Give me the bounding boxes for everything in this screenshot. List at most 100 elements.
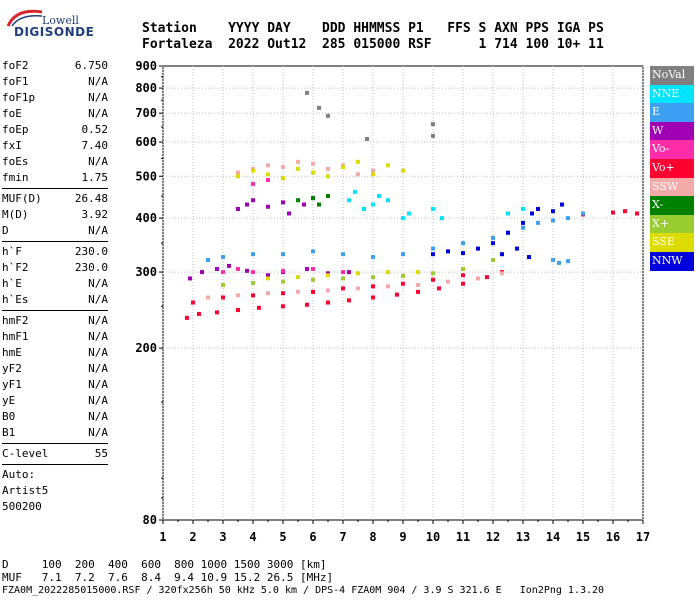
data-point-ssw: [386, 284, 390, 289]
y-tick-label: 200: [135, 341, 157, 355]
data-point-sse: [251, 168, 255, 173]
param-row: h`F2 230.0: [2, 260, 108, 276]
footer-file-info: FZA0M_2022285015000.RSF / 320fx256h 50 k…: [2, 585, 605, 596]
legend-item-nnw: NNW: [650, 251, 694, 271]
param-row: foEs N/A: [2, 154, 108, 170]
autoscaling-line1: Auto:: [2, 468, 36, 481]
param-value: N/A: [88, 107, 108, 120]
data-point-nnw: [530, 211, 534, 216]
y-tick-label: 500: [135, 169, 157, 183]
data-point-e: [536, 220, 540, 225]
param-divider: [2, 443, 108, 444]
legend-item-x-: X-: [650, 196, 694, 215]
param-row: yE N/A: [2, 393, 108, 409]
param-label: foF1: [2, 75, 29, 88]
data-point-vo-: [371, 284, 375, 289]
legend-item-x-: X+: [650, 214, 694, 234]
data-point-ssw: [446, 279, 450, 284]
data-point-x-: [341, 276, 345, 281]
param-row: fmin 1.75: [2, 170, 108, 186]
data-point-x-: [491, 257, 495, 262]
data-point-nnw: [536, 206, 540, 211]
x-tick-label: 2: [189, 530, 196, 544]
data-point-sse: [386, 270, 390, 275]
x-tick-label: 15: [576, 530, 590, 544]
data-point-e: [566, 259, 570, 264]
data-point-vo-: [623, 209, 627, 214]
clevel-value: 55: [94, 447, 108, 460]
data-point-e: [251, 252, 255, 257]
data-point-nnw: [446, 249, 450, 254]
data-point-nne: [377, 194, 381, 199]
data-point-nnw: [491, 241, 495, 246]
x-tick-label: 14: [546, 530, 560, 544]
data-point-nnw: [506, 230, 510, 235]
data-point-e: [557, 260, 561, 265]
data-point-x-: [311, 196, 315, 201]
param-value: N/A: [88, 410, 108, 423]
data-point-vo-: [221, 295, 225, 300]
data-point-vo-: [251, 270, 255, 275]
header-columns: Station YYYY DAY DDD HHMMSS P1 FFS S AXN…: [142, 21, 604, 36]
param-value: 230.0: [74, 261, 108, 274]
data-point-ssw: [236, 293, 240, 298]
param-label: yF2: [2, 362, 22, 375]
data-point-x-: [296, 198, 300, 203]
param-value: N/A: [88, 224, 108, 237]
param-row: MUF(D) 26.48: [2, 191, 108, 207]
data-point-w: [236, 206, 240, 211]
param-value: N/A: [88, 330, 108, 343]
data-point-vo-: [215, 310, 219, 315]
param-row: foEp 0.52: [2, 122, 108, 138]
data-point-noval: [431, 133, 435, 138]
data-point-vo-: [236, 266, 240, 271]
param-value: N/A: [88, 362, 108, 375]
param-value: 26.48: [74, 192, 108, 205]
data-point-vo-: [281, 291, 285, 296]
param-divider: [2, 310, 108, 311]
data-point-nnw: [551, 209, 555, 214]
param-label: foEs: [2, 155, 29, 168]
param-value: N/A: [88, 394, 108, 407]
data-point-ssw: [371, 168, 375, 173]
param-row: foF1p N/A: [2, 90, 108, 106]
data-point-x-: [461, 266, 465, 271]
param-value: N/A: [88, 277, 108, 290]
data-point-w: [281, 200, 285, 205]
param-row: h`Es N/A: [2, 292, 108, 308]
data-point-nne: [353, 189, 357, 194]
data-point-nne: [521, 206, 525, 211]
data-point-x-: [251, 281, 255, 286]
logo-swoosh-icon: [6, 9, 43, 27]
data-point-x-: [317, 202, 321, 207]
param-row: D N/A: [2, 223, 108, 239]
x-tick-label: 1: [159, 530, 166, 544]
digisonde-logo: Lowell DIGISONDE: [6, 6, 94, 46]
data-point-nne: [506, 211, 510, 216]
footer-muf-row: MUF 7.1 7.2 7.6 8.4 9.4 10.9 15.2 26.5 […: [2, 571, 334, 584]
param-label: fxI: [2, 139, 22, 152]
data-point-sse: [296, 166, 300, 171]
data-point-nnw: [461, 251, 465, 256]
data-point-noval: [431, 122, 435, 127]
data-point-sse: [236, 174, 240, 179]
data-point-x-: [326, 194, 330, 199]
param-row: h`E N/A: [2, 276, 108, 292]
data-point-noval: [326, 113, 330, 118]
x-tick-label: 11: [456, 530, 470, 544]
data-point-vo-: [281, 268, 285, 273]
legend-item-nne: NNE: [650, 84, 694, 104]
data-point-nnw: [476, 246, 480, 251]
param-row: B1 N/A: [2, 425, 108, 441]
data-point-w: [287, 211, 291, 216]
data-point-ssw: [281, 165, 285, 170]
data-point-w: [245, 202, 249, 207]
data-point-nne: [440, 216, 444, 221]
param-row: foF2 6.750: [2, 58, 108, 74]
data-point-e: [221, 255, 225, 260]
param-divider: [2, 188, 108, 189]
x-tick-label: 8: [369, 530, 376, 544]
data-point-vo-: [341, 270, 345, 275]
y-tick-label: 700: [135, 106, 157, 120]
data-point-e: [206, 257, 210, 262]
